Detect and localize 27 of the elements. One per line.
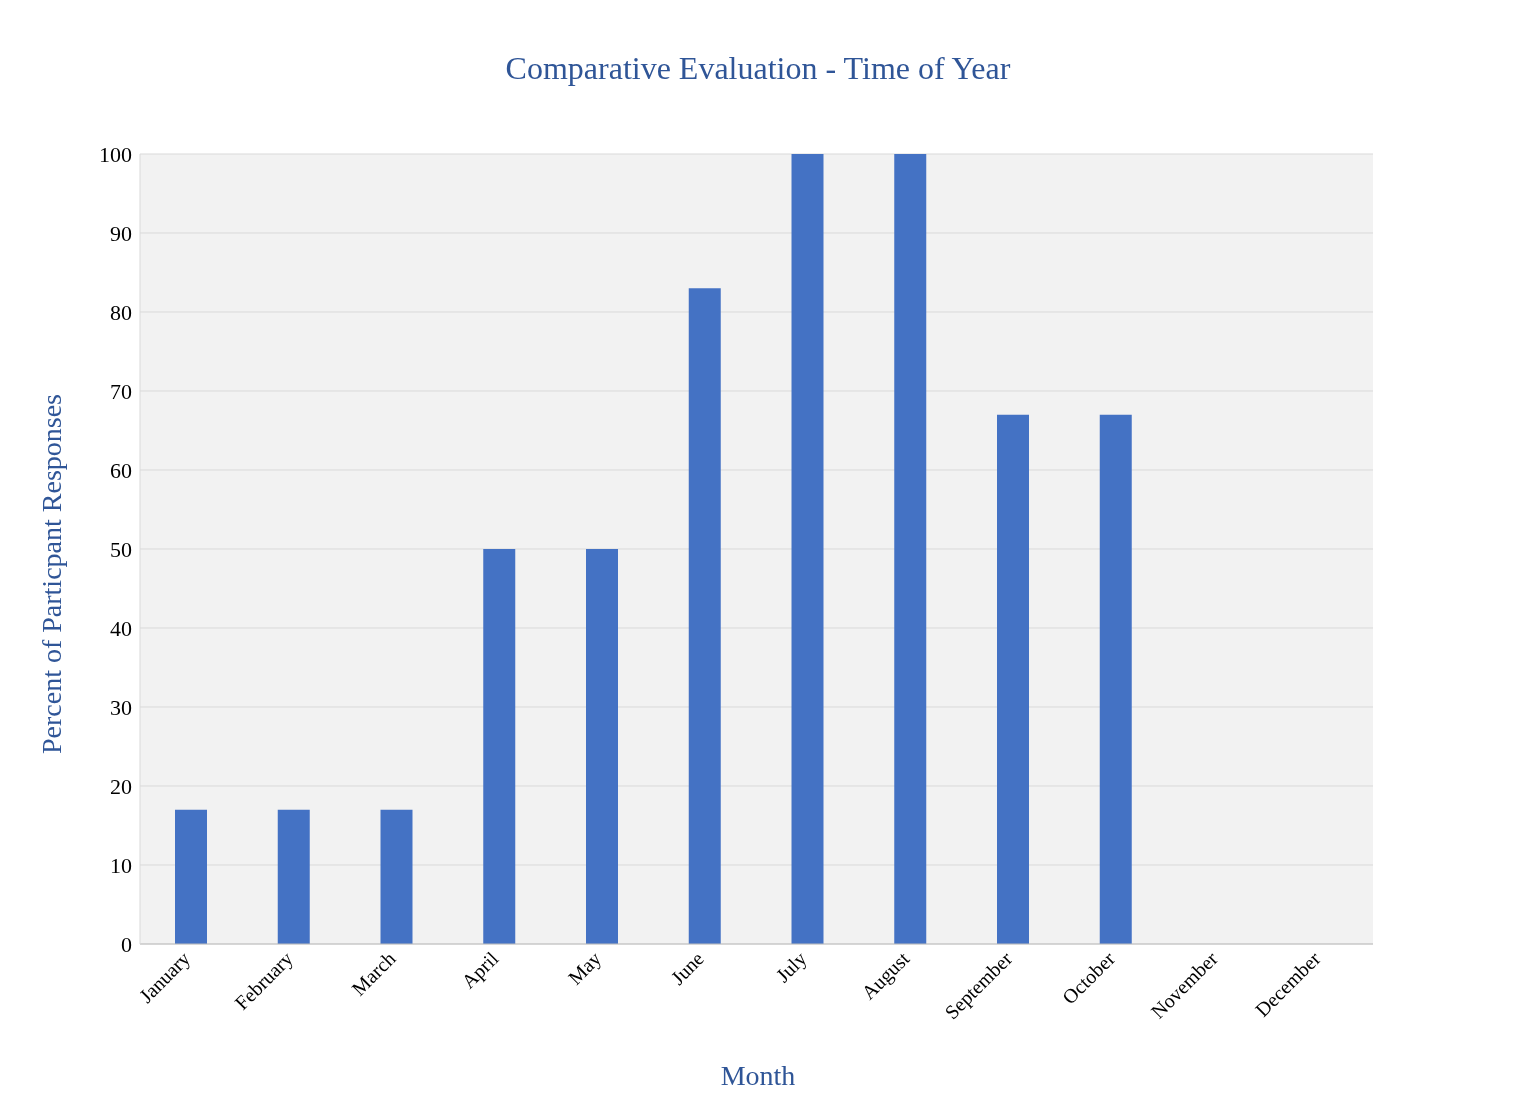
- y-tick-label: 60: [110, 457, 132, 483]
- y-axis-title: Percent of Particpant Responses: [36, 393, 68, 755]
- y-tick-label: 40: [110, 615, 132, 641]
- x-tick-label: May: [563, 947, 606, 990]
- bar: [997, 414, 1029, 944]
- y-tick-label: 20: [110, 773, 132, 799]
- bar: [380, 809, 413, 944]
- bar: [894, 154, 927, 944]
- y-tick-label: 70: [110, 378, 132, 404]
- bar: [1099, 414, 1132, 944]
- y-tick-label: 10: [110, 852, 132, 878]
- x-tick-label: June: [666, 947, 709, 989]
- y-tick-label: 100: [99, 141, 132, 167]
- bar: [688, 288, 721, 944]
- x-axis-title: Month: [719, 1060, 797, 1092]
- bar: [791, 154, 824, 944]
- bar: [277, 809, 310, 944]
- y-tick-label: 90: [110, 220, 132, 246]
- bar: [175, 809, 207, 944]
- y-tick-label: 30: [110, 694, 132, 720]
- x-tick-label: July: [771, 947, 812, 988]
- chart-title: Comparative Evaluation - Time of Year: [504, 50, 1012, 87]
- bar: [483, 549, 516, 944]
- y-tick-label: 80: [110, 299, 132, 325]
- y-tick-label: 0: [121, 931, 132, 957]
- bar: [586, 549, 618, 944]
- y-tick-label: 50: [110, 536, 132, 562]
